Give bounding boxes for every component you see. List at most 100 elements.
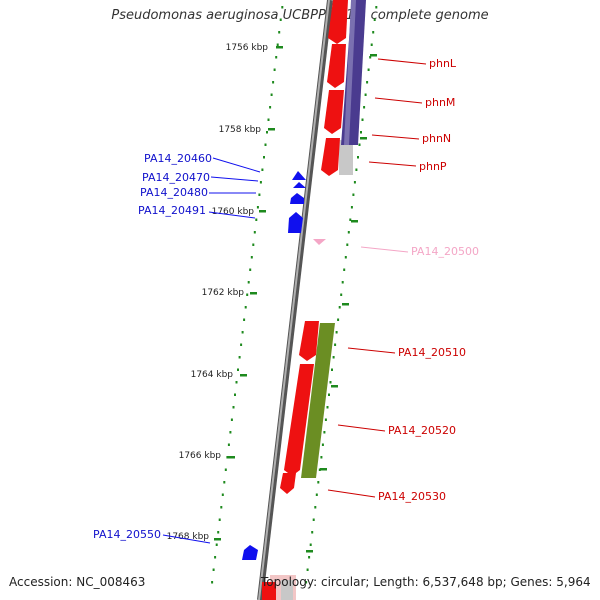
- tick-dot: [308, 556, 311, 559]
- leader-line: [377, 58, 427, 65]
- gene-arrow-pa14-20550: [242, 545, 258, 560]
- tick-dot: [243, 318, 246, 321]
- tick-dot: [364, 93, 367, 96]
- operon-purple-strip: [344, 0, 356, 145]
- tick-dot: [261, 168, 264, 171]
- tick-dot: [234, 393, 236, 396]
- gene-arrow-pa14-20460: [292, 171, 306, 180]
- gene-arrow-phnn: [324, 90, 344, 134]
- gene-arrow-pa14-20530: [280, 473, 296, 494]
- tick-mark: [214, 538, 221, 541]
- tick-dot: [220, 506, 223, 509]
- left-genes: [242, 171, 306, 560]
- leader-line: [347, 347, 396, 354]
- tick-dot: [350, 206, 353, 209]
- operon-olive-bar: [301, 323, 335, 478]
- tick-dot: [355, 168, 358, 171]
- gene-label[interactable]: phnN: [422, 132, 451, 145]
- tick-dot: [273, 68, 276, 71]
- leader-line: [360, 246, 409, 253]
- tick-dot: [226, 456, 229, 459]
- tick-dot: [375, 6, 378, 9]
- leader-lines: [162, 58, 427, 544]
- tick-dot: [349, 218, 352, 221]
- tick-mark: [370, 54, 377, 57]
- gene-arrow-pa14-20491: [288, 212, 303, 233]
- tick-dot: [373, 18, 376, 21]
- tick-marks: [214, 46, 377, 553]
- tick-dot: [344, 256, 347, 259]
- tick-dot: [311, 531, 314, 534]
- bottom-partial-operon: [262, 575, 296, 600]
- tick-label: 1762 kbp: [202, 288, 245, 298]
- tick-dot: [230, 418, 233, 421]
- tick-dot: [341, 281, 344, 284]
- tick-dot: [237, 368, 239, 371]
- tick-dot: [217, 531, 220, 534]
- leader-line: [374, 97, 423, 104]
- gene-arrow-phnm: [327, 44, 346, 88]
- topology-text: Topology: circular; Length: 6,537,648 bp…: [261, 575, 591, 589]
- tick-dot: [227, 443, 230, 446]
- tick-dot: [221, 493, 224, 496]
- tick-dot: [267, 118, 270, 121]
- gene-arrow-pa14-20510: [299, 321, 319, 361]
- tick-dot: [252, 243, 255, 246]
- gene-label[interactable]: PA14_20510: [398, 346, 466, 359]
- tick-dot: [278, 31, 281, 34]
- gene-label[interactable]: PA14_20550: [93, 528, 161, 541]
- leader-line: [327, 489, 376, 498]
- tick-dot: [346, 243, 349, 246]
- tick-dot: [264, 143, 267, 146]
- tick-mark: [228, 456, 235, 459]
- tick-dot: [372, 31, 375, 34]
- gene-label[interactable]: phnM: [425, 96, 455, 109]
- tick-dot: [353, 181, 356, 184]
- tick-mark: [360, 137, 367, 140]
- tick-dot: [326, 406, 329, 409]
- tick-dot: [259, 181, 262, 184]
- gene-label[interactable]: PA14_20460: [144, 152, 212, 165]
- tick-dot: [232, 406, 235, 409]
- gene-label[interactable]: phnL: [429, 57, 457, 70]
- tick-dot: [270, 93, 273, 96]
- leader-line: [208, 211, 256, 219]
- tick-label: 1768 kbp: [167, 532, 210, 542]
- tick-label: 1756 kbp: [226, 43, 269, 53]
- tick-dot: [306, 568, 309, 571]
- gene-label[interactable]: phnP: [419, 160, 447, 173]
- tick-dot: [358, 143, 361, 146]
- tick-dot: [332, 356, 335, 359]
- gene-label[interactable]: PA14_20480: [140, 186, 208, 199]
- tick-dot: [324, 418, 327, 421]
- tick-dot: [335, 331, 338, 334]
- tick-dot: [279, 18, 282, 21]
- tick-dot: [367, 68, 370, 71]
- leader-line: [337, 424, 386, 432]
- gene-label[interactable]: PA14_20500: [411, 245, 479, 258]
- tick-dot: [240, 343, 243, 346]
- tick-dot: [340, 293, 343, 296]
- tick-dot: [361, 118, 364, 121]
- gene-label[interactable]: PA14_20520: [388, 424, 456, 437]
- gene-label[interactable]: PA14_20491: [138, 204, 206, 217]
- operon-grey-bar: [281, 580, 293, 600]
- gene-arrow-phnl: [328, 0, 348, 44]
- tick-mark: [306, 550, 313, 553]
- tick-dot: [337, 318, 340, 321]
- tick-dot: [214, 556, 217, 559]
- gene-label[interactable]: PA14_20530: [378, 490, 446, 503]
- tick-mark: [240, 374, 247, 377]
- tick-dot: [321, 443, 324, 446]
- tick-dot: [249, 268, 252, 271]
- tick-dot: [357, 156, 359, 159]
- tick-dot: [360, 131, 362, 134]
- left-gene-labels: PA14_20460 PA14_20470 PA14_20480 PA14_20…: [93, 152, 212, 541]
- gene-label[interactable]: PA14_20470: [142, 171, 210, 184]
- tick-dot: [211, 581, 214, 584]
- tick-dot: [250, 256, 253, 259]
- tick-labels: 1756 kbp 1758 kbp 1760 kbp 1762 kbp 1764…: [167, 43, 269, 542]
- tick-dot: [276, 43, 279, 46]
- tick-mark: [351, 220, 358, 223]
